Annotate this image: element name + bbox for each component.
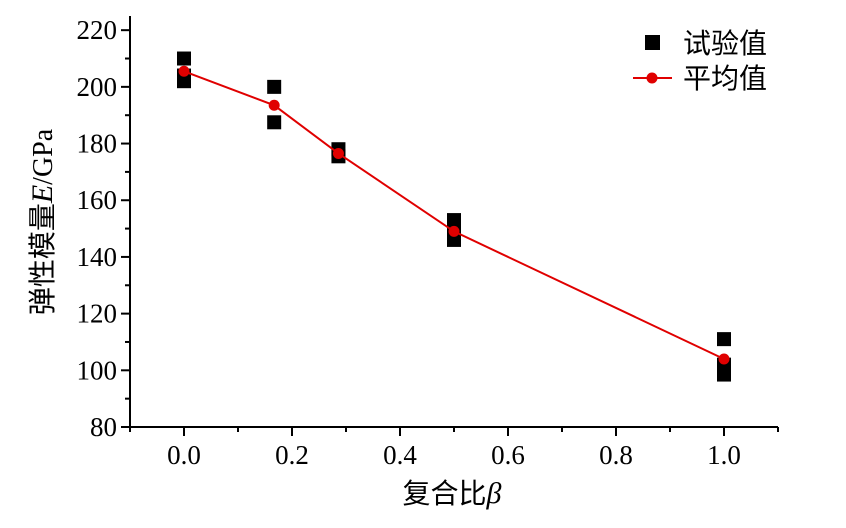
x-tick-label: 0.8 bbox=[599, 440, 633, 470]
data-point-avg bbox=[448, 225, 460, 237]
data-point-avg bbox=[178, 65, 190, 77]
x-tick-label: 0.4 bbox=[383, 440, 417, 470]
y-tick-label: 80 bbox=[90, 412, 117, 442]
data-point-test bbox=[447, 213, 461, 228]
legend-marker-test bbox=[645, 35, 660, 50]
data-point-avg bbox=[332, 147, 344, 159]
x-axis-label: 复合比β bbox=[403, 477, 502, 510]
y-axis-label: 弹性模量E/GPa bbox=[26, 128, 59, 315]
y-axis-label-text: 弹性模量 bbox=[26, 203, 59, 315]
y-axis-label-symbol: E bbox=[26, 185, 59, 204]
y-ticks: 80 100 120 140 160 180 200 220 bbox=[77, 15, 130, 442]
data-point-test bbox=[177, 51, 191, 66]
legend: 试验值 平均值 bbox=[633, 27, 767, 95]
legend-label-avg: 平均值 bbox=[683, 62, 767, 95]
y-axis-label-unit: /GPa bbox=[28, 128, 59, 185]
x-tick-label: 1.0 bbox=[707, 440, 741, 470]
series-layer bbox=[177, 51, 731, 382]
data-point-test bbox=[717, 332, 731, 347]
data-point-test bbox=[267, 115, 282, 130]
data-point-test bbox=[177, 74, 191, 89]
x-axis-label-symbol: β bbox=[486, 477, 502, 510]
y-tick-label: 180 bbox=[77, 129, 118, 159]
y-tick-label: 120 bbox=[77, 299, 118, 329]
data-point-avg bbox=[718, 353, 730, 365]
legend-marker-avg bbox=[646, 72, 658, 84]
x-axis-label-text: 复合比 bbox=[403, 477, 487, 510]
x-ticks: 0.0 0.2 0.4 0.6 0.8 1.0 bbox=[129, 427, 779, 470]
data-point-avg bbox=[268, 99, 280, 111]
legend-label-test: 试验值 bbox=[683, 27, 767, 60]
x-tick-label: 0.0 bbox=[167, 440, 201, 470]
y-tick-label: 160 bbox=[77, 185, 118, 215]
x-tick-label: 0.6 bbox=[491, 440, 525, 470]
y-tick-label: 220 bbox=[77, 15, 118, 45]
y-tick-label: 200 bbox=[77, 72, 118, 102]
y-tick-label: 140 bbox=[77, 242, 118, 272]
y-tick-label: 100 bbox=[77, 355, 118, 385]
data-point-test bbox=[267, 79, 282, 94]
x-tick-label: 0.2 bbox=[275, 440, 309, 470]
